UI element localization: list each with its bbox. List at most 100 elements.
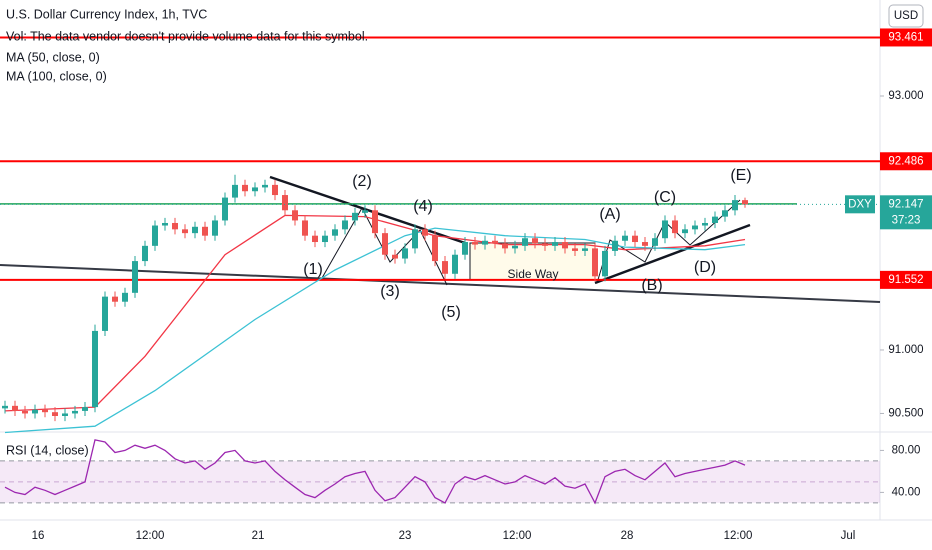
candle-body xyxy=(572,248,578,251)
candle-body xyxy=(182,229,188,234)
x-tick-label: 21 xyxy=(252,530,265,542)
rsi-tick-label: 40.00 xyxy=(892,486,921,498)
candle-body xyxy=(242,184,248,192)
candle-body xyxy=(712,216,718,223)
wave-label: (C) xyxy=(654,189,676,206)
candle-body xyxy=(692,225,698,230)
candle-body xyxy=(672,220,678,234)
candle-body xyxy=(432,235,438,262)
y-tick-label: 93.000 xyxy=(888,90,923,102)
wave-zigzag xyxy=(321,206,448,286)
currency: USD xyxy=(894,10,918,22)
candle-body xyxy=(2,405,8,409)
wave-label: (B) xyxy=(641,277,662,294)
y-tick-label: 91.000 xyxy=(888,344,923,356)
legend-ma50: MA (50, close, 0) xyxy=(6,50,100,64)
wave-label: (E) xyxy=(730,167,751,184)
candle-body xyxy=(352,212,358,221)
candle-body xyxy=(392,254,398,259)
candle-body xyxy=(262,184,268,188)
candle-body xyxy=(322,235,328,243)
ma-line xyxy=(4,227,746,434)
candle-body xyxy=(662,220,668,239)
candle-body xyxy=(632,235,638,243)
candle-body xyxy=(102,296,108,331)
candle-body xyxy=(512,245,518,249)
level-label-box xyxy=(880,28,932,47)
candle-body xyxy=(492,240,498,244)
x-tick-label: Jul xyxy=(841,530,856,542)
candle-body xyxy=(22,410,28,414)
countdown: 37:23 xyxy=(892,214,921,226)
rsi-line xyxy=(4,439,746,505)
x-tick-label: 12:00 xyxy=(136,530,165,542)
volume-note: Vol: The data vendor doesn't provide vol… xyxy=(6,29,368,43)
candle-body xyxy=(152,225,158,246)
candle-body xyxy=(732,200,738,211)
candle-body xyxy=(282,195,288,211)
candle-body xyxy=(312,235,318,243)
candle-body xyxy=(252,187,258,192)
candle-body xyxy=(272,184,278,196)
currency-box[interactable] xyxy=(888,4,924,28)
candle-body xyxy=(212,220,218,236)
x-tick-label: 23 xyxy=(399,530,412,542)
legend-ma100: MA (100, close, 0) xyxy=(6,69,107,83)
candle-body xyxy=(372,210,378,234)
candle-body xyxy=(62,413,68,416)
candle-body xyxy=(302,220,308,236)
candle-body xyxy=(382,233,388,255)
candle-body xyxy=(422,229,428,236)
candle-body xyxy=(722,210,728,217)
candle-body xyxy=(602,250,608,277)
candle-body xyxy=(52,412,58,416)
candle-body xyxy=(162,222,168,226)
candle-body xyxy=(192,226,198,234)
level-label: 91.552 xyxy=(888,274,923,286)
trend-line xyxy=(594,223,751,285)
candle-body xyxy=(82,407,88,411)
candle-body xyxy=(172,222,178,230)
rsi-title: RSI (14, close) xyxy=(6,443,89,457)
candle-body xyxy=(542,243,548,246)
candle-body xyxy=(582,248,588,251)
wave-label: (5) xyxy=(441,304,461,321)
candle-body xyxy=(592,248,598,277)
trend-line xyxy=(0,264,881,303)
last-price-label: 92.147 xyxy=(888,198,923,210)
candle-body xyxy=(652,238,658,246)
candle-body xyxy=(412,229,418,249)
wave-label: (3) xyxy=(380,283,400,300)
candle-body xyxy=(702,222,708,226)
candle-body xyxy=(362,210,368,213)
candle-body xyxy=(122,292,128,302)
candle-body xyxy=(742,200,748,205)
candle-body xyxy=(472,242,478,245)
wave-label: (2) xyxy=(352,173,372,190)
candle-body xyxy=(642,242,648,246)
candle-body xyxy=(32,409,38,414)
candle-body xyxy=(462,242,468,255)
wave-label: (1) xyxy=(303,261,323,278)
wave-label: (A) xyxy=(599,206,620,223)
candle-body xyxy=(232,184,238,198)
level-label: 92.486 xyxy=(888,155,923,167)
candle-body xyxy=(552,242,558,246)
y-tick-label: 90.500 xyxy=(888,407,923,419)
candle-body xyxy=(402,248,408,259)
candle-body xyxy=(562,242,568,249)
candle-body xyxy=(112,296,118,302)
last-price-box xyxy=(880,195,932,230)
symbol-box xyxy=(845,195,875,214)
candle-body xyxy=(12,405,18,411)
candle-body xyxy=(92,330,98,408)
candle-body xyxy=(72,410,78,414)
box-label: Side Way xyxy=(508,267,559,281)
x-tick-label: 28 xyxy=(621,530,634,542)
candle-body xyxy=(132,261,138,293)
candle-body xyxy=(612,240,618,251)
candle-body xyxy=(452,254,458,274)
